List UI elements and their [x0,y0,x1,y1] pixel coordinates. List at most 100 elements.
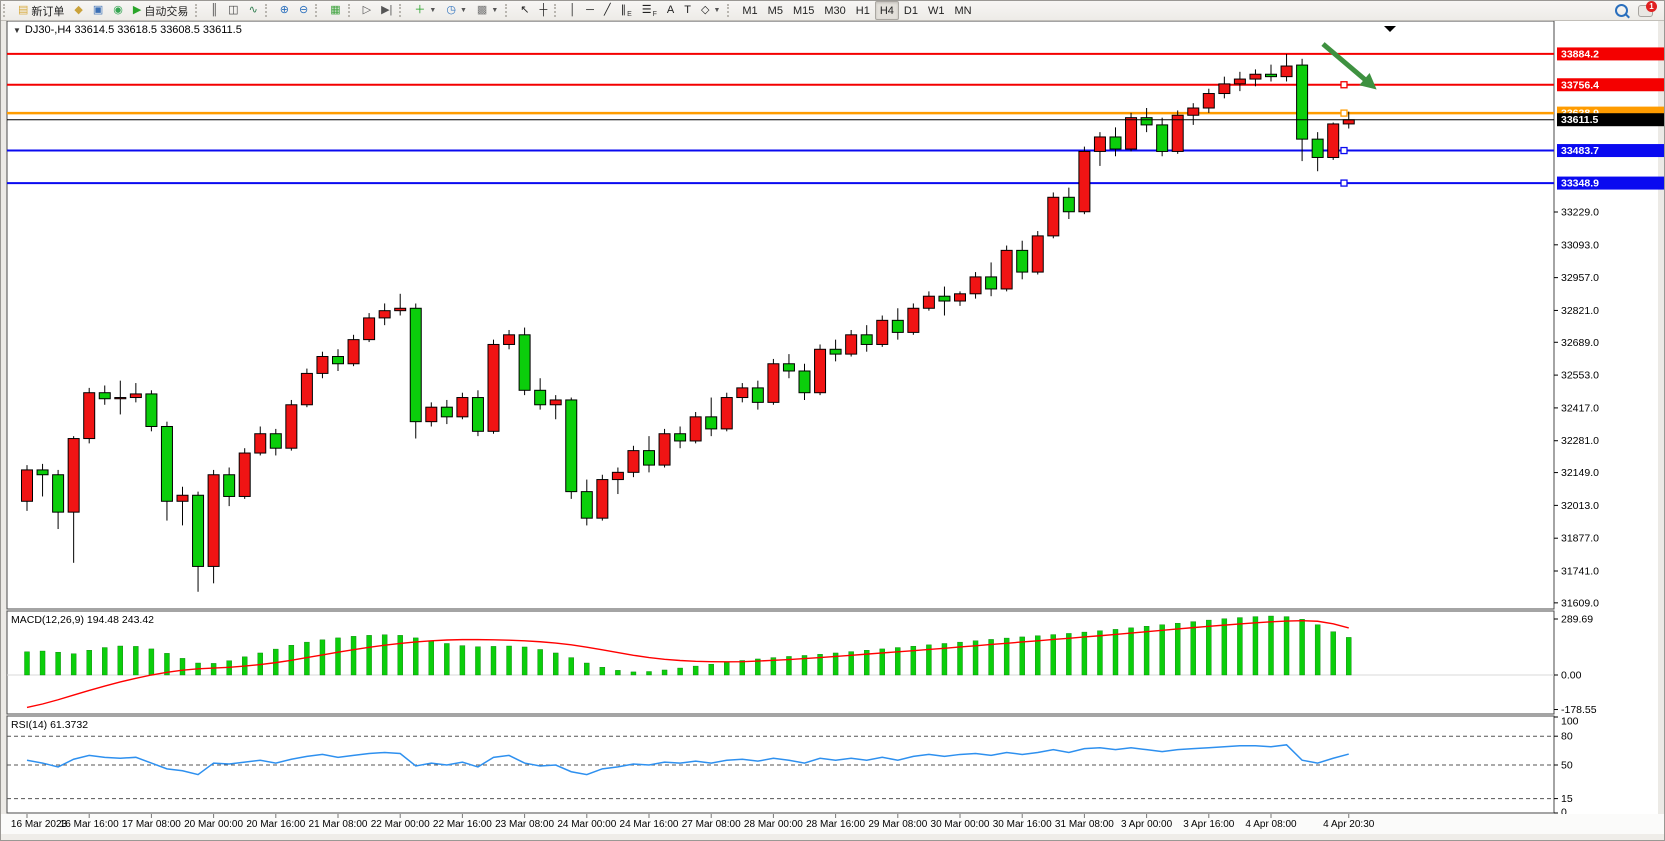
toolbar-grip [3,4,9,17]
timeframe-m15-button[interactable]: M15 [792,4,815,17]
chart-canvas[interactable]: 33229.0 33093.0 32957.0 32821.0 32689.0 32553… [1,20,1665,841]
autotrading-icon: ▶ [132,4,142,16]
styles-icon-icon: ◆ [74,4,83,16]
timeframe-h1-button[interactable]: H1 [855,4,870,17]
collapse-triangle-icon[interactable]: ▼ [13,26,21,35]
candle-down [1311,138,1324,158]
styles-icon[interactable]: ◆ [69,1,87,20]
candle-up [487,343,500,432]
notifications-button[interactable]: 1 [1638,1,1657,17]
period-dropdown-button[interactable]: ◷ ▼ [441,1,472,20]
date-axis-label: 4 Apr 08:00 [1245,819,1297,830]
price-badge-label: 33611.5 [1561,114,1599,126]
timeframe-h4-button[interactable]: H4 [874,1,899,20]
tile-windows-button[interactable]: ▦ [325,1,345,20]
macd-axis-label: 0.00 [1561,670,1582,682]
market-watch-icon[interactable]: ▣ [88,1,108,20]
zoom-in-button[interactable]: ⊕ [275,1,294,20]
macd-bar [1035,635,1041,676]
candle-up [596,479,609,519]
timeframe-w1-button[interactable]: W1 [927,4,945,17]
candlestick-button[interactable]: ◫ [223,1,243,20]
macd-bar [848,651,854,676]
chart-shift-button[interactable]: ▶| [376,1,397,20]
equidistant-channel-button[interactable]: ∥ E [616,1,637,20]
macd-bar [786,656,792,676]
date-axis-label: 3 Apr 00:00 [1121,819,1173,830]
price-axis-tick-label: 33229.0 [1561,207,1599,219]
candle-down [674,433,687,442]
new-order-button[interactable]: ▤ 新订单 [13,1,69,20]
crosshair-button[interactable]: ┼ [534,1,552,20]
symbol-ohlc-line[interactable]: ▼ DJ30-,H4 33614.5 33618.5 33608.5 33611.… [13,24,242,36]
macd-bar [24,651,30,676]
macd-bar [1221,618,1228,676]
timeframe-m5-button[interactable]: M5 [767,4,783,17]
arrows-dropdown-button[interactable]: ◇ ▼ [696,1,725,20]
timeframe-d1-button[interactable]: D1 [903,4,918,17]
line-chart-button[interactable]: ∿ [244,1,263,20]
price-axis-tick-label: 32013.0 [1561,500,1599,512]
search-icon[interactable] [1615,4,1628,17]
candle-up [922,295,935,309]
macd-bar [459,645,466,676]
chart-shift-marker-icon[interactable] [1384,26,1396,32]
macd-bar [1330,631,1336,676]
date-axis-label: 23 Mar 08:00 [495,819,554,830]
add-indicator-button[interactable]: ＋ ▼ [409,1,441,20]
date-axis-label: 30 Mar 00:00 [931,819,990,830]
macd-bar [1159,624,1165,676]
price-axis-tick-label: 32821.0 [1561,305,1599,317]
dropdown-arrow-icon: ▼ [429,7,437,14]
autotrading-button-label: 自动交易 [144,5,189,18]
line-handle[interactable] [1340,81,1348,89]
trendline-button[interactable]: ╱ [599,1,616,20]
macd-bar [692,665,699,676]
annotation-arrow[interactable] [1321,42,1371,85]
toolbar-grip [399,4,405,17]
template-dropdown-button[interactable]: ▩ ▼ [472,1,503,20]
macd-bar [864,650,870,676]
candle-down [471,397,484,432]
timeframe-mn-button[interactable]: MN [954,4,972,17]
vertical-line-button[interactable]: │ [564,1,581,20]
horizontal-line-button[interactable]: ─ [581,1,599,20]
symbol-ohlc-text: DJ30-,H4 33614.5 33618.5 33608.5 33611.5 [24,24,242,36]
macd-bar [926,644,932,676]
autotrading-button[interactable]: ▶ 自动交易 [128,1,193,20]
macd-bar [1299,619,1305,676]
candle-down [160,425,173,502]
candle-up [845,334,858,355]
price-axis-tick-label: 31609.0 [1561,597,1599,609]
timeframe-m30-button[interactable]: M30 [824,4,846,17]
date-axis-strip[interactable] [1,814,1665,834]
bar-chart-button[interactable]: ║ [205,1,223,20]
candle-down [1016,249,1029,273]
candle-down [1140,117,1153,126]
candle-up [21,469,33,502]
macd-panel-frame [6,610,1555,715]
candlestick-icon: ◫ [228,4,239,16]
macd-bar [553,652,559,676]
candle-up [1078,150,1091,213]
signals-icon[interactable]: ◉ [108,1,128,20]
fibonacci-button[interactable]: ☰ F [637,1,662,20]
line-handle[interactable] [1340,109,1348,117]
cursor-button[interactable]: ↖ [515,1,534,20]
candle-down [145,393,158,427]
candle-down [1296,64,1309,140]
price-badge-label: 33483.7 [1561,145,1599,157]
zoom-out-button[interactable]: ⊖ [294,1,313,20]
auto-scroll-button[interactable]: ▷ [358,1,376,20]
line-handle[interactable] [1340,146,1348,155]
date-axis-label: 24 Mar 00:00 [557,819,616,830]
toolbar-grip [554,4,560,17]
candlestick-series [21,53,1355,592]
text-button[interactable]: A [662,1,679,20]
market-watch-icon-icon: ▣ [92,4,104,16]
line-handle[interactable] [1340,179,1348,187]
date-axis-label: 20 Mar 16:00 [246,819,305,830]
text-label-button[interactable]: T [679,1,696,20]
candle-up [549,399,562,406]
timeframe-m1-button[interactable]: M1 [742,4,758,17]
